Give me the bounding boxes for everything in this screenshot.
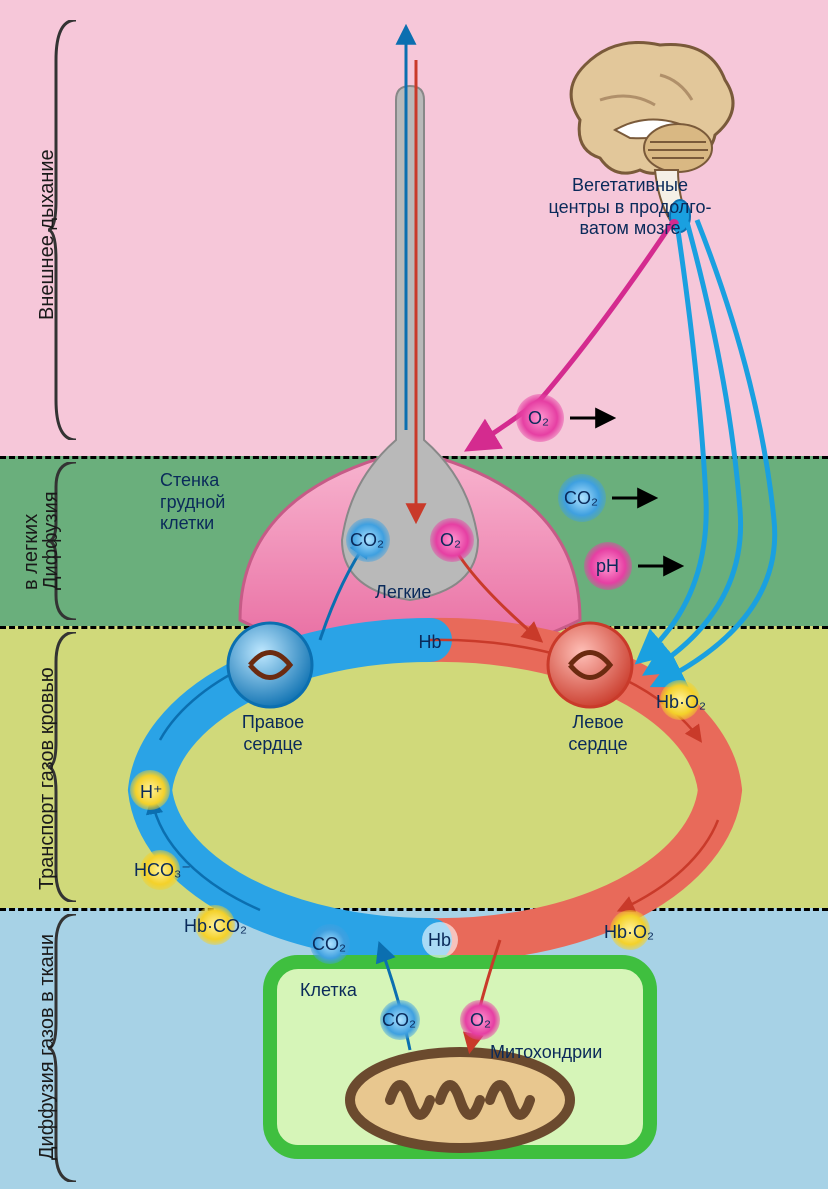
chem-co2-cell: CO₂ [382,1010,416,1032]
chem-hco3: HCO₃⁻ [134,860,191,882]
label-lungs: Легкие [375,582,431,604]
right-heart-icon [228,623,312,707]
chem-co2-lung: CO₂ [350,530,384,552]
diagram-stage: Внешнее дыхание в легких Диффузия Трансп… [0,0,828,1189]
chem-hplus: H⁺ [140,782,163,804]
chem-hb-bot: Hb [428,930,451,952]
svg-text:Hb: Hb [418,632,441,652]
chem-o2-lung: O₂ [440,530,461,552]
chem-co2-loop: CO₂ [312,934,346,956]
label-chest-wall: Стенкагруднойклетки [160,470,280,535]
chem-hbco2: Hb·CO₂ [184,916,247,938]
lungs-shape [240,86,580,660]
label-brain-caption: Вегетативныецентры в продолго-ватом мозг… [510,175,750,240]
label-mitochondria: Митохондрии [490,1042,602,1064]
label-right-heart: Правоесердце [218,712,328,755]
chem-hbo2-top: Hb·O₂ [656,692,706,714]
label-left-heart: Левоесердце [548,712,648,755]
chem-co2-sensor: CO₂ [564,488,598,510]
chem-ph-sensor: pH [596,556,619,578]
label-cell: Клетка [300,980,357,1002]
chem-hbo2-bot: Hb·O₂ [604,922,654,944]
chem-o2-sensor: O₂ [528,408,549,430]
chem-o2-cell: O₂ [470,1010,491,1032]
left-heart-icon [548,623,632,707]
